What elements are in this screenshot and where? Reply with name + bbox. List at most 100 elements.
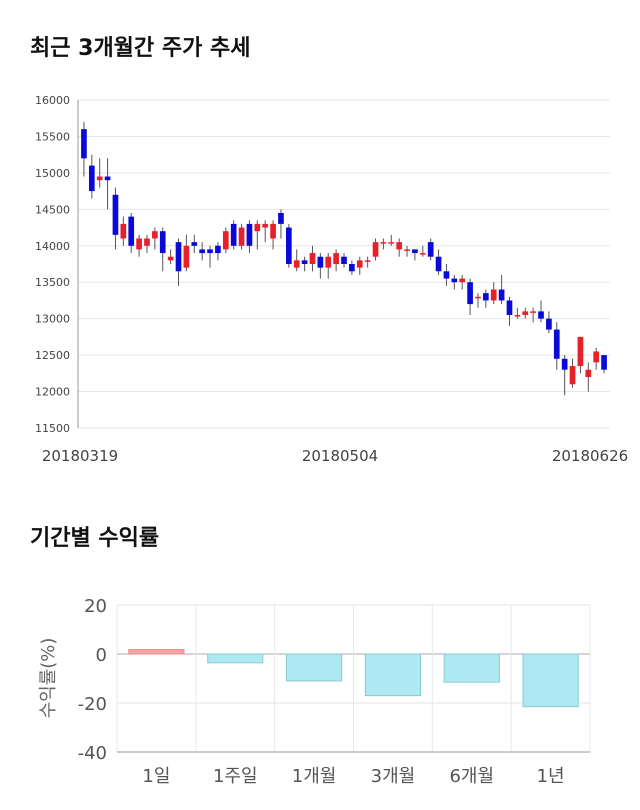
x-category-label: 6개월 xyxy=(449,766,494,787)
candle-body xyxy=(443,271,450,279)
candle-body xyxy=(372,242,379,257)
candle-body xyxy=(561,358,568,370)
candle-body xyxy=(333,253,339,264)
candle-body xyxy=(483,293,489,301)
candle-body xyxy=(498,289,505,301)
candle-body xyxy=(301,260,308,264)
candle-body xyxy=(222,231,229,250)
x-date-label: 20180504 xyxy=(302,447,378,465)
candle-body xyxy=(246,223,253,246)
y-tick-label: 11500 xyxy=(35,422,70,435)
candle-body xyxy=(207,249,213,254)
y-tick-label: 14000 xyxy=(35,240,70,253)
candle-body xyxy=(262,223,269,228)
return-bar xyxy=(443,653,500,683)
y-tick-label: -20 xyxy=(78,694,107,715)
y-axis-title: 수익률(%) xyxy=(38,638,59,719)
candle-body xyxy=(215,245,221,254)
y-tick-label: 13500 xyxy=(35,276,70,289)
candle-body xyxy=(490,289,497,301)
candle-body xyxy=(593,351,600,363)
candle-body xyxy=(553,329,560,359)
y-tick-label: 13000 xyxy=(35,313,70,326)
candle-body xyxy=(120,223,127,239)
candle-body xyxy=(309,253,316,264)
return-bar xyxy=(207,653,264,664)
candle-body xyxy=(112,194,119,235)
return-bar xyxy=(285,653,343,682)
candle-body xyxy=(569,366,576,385)
x-category-label: 1개월 xyxy=(292,766,337,787)
candle-body xyxy=(427,242,434,257)
candle-body xyxy=(144,238,150,246)
candle-body xyxy=(183,245,190,268)
x-category-label: 1일 xyxy=(142,766,170,787)
candle-body xyxy=(506,300,513,316)
candle-body xyxy=(349,264,355,272)
candle-body xyxy=(419,253,426,255)
candle-body xyxy=(522,311,529,316)
candle-body xyxy=(293,260,300,268)
candle-body xyxy=(530,311,536,313)
candle-body xyxy=(167,256,174,261)
price-candlestick-chart: 11500 12000 12500 13000 13500 14000 14500 15000… xyxy=(35,94,628,465)
candle-body xyxy=(230,223,237,246)
candle-body xyxy=(278,212,284,224)
candle-body xyxy=(546,318,552,330)
y-tick-label: -40 xyxy=(78,743,107,764)
x-category-label: 3개월 xyxy=(371,766,416,787)
candle-body xyxy=(388,242,395,244)
candle-body xyxy=(412,249,418,254)
y-tick-label: 12000 xyxy=(35,386,70,399)
candle-body xyxy=(136,238,142,250)
candle-body xyxy=(152,231,158,239)
candle-body xyxy=(577,336,584,367)
candle-body xyxy=(191,242,198,246)
return-bar xyxy=(128,649,185,655)
y-tick-label: 14500 xyxy=(35,203,70,216)
candle-body xyxy=(159,231,166,254)
candle-body xyxy=(96,176,103,181)
candle-body xyxy=(285,227,292,264)
candle-body xyxy=(81,129,87,159)
candle-body xyxy=(601,355,607,370)
candle-body xyxy=(404,249,410,251)
candle-body xyxy=(325,256,332,268)
return-bar xyxy=(522,653,579,708)
candle-body xyxy=(341,256,347,264)
candle-body xyxy=(467,282,473,305)
y-tick-label: 15500 xyxy=(35,130,70,143)
candle-body xyxy=(435,256,442,272)
candle-body xyxy=(128,216,135,246)
candle-body xyxy=(238,227,245,246)
candle-body xyxy=(254,223,261,232)
return-bar xyxy=(364,653,422,697)
x-date-label: 20180319 xyxy=(42,447,118,465)
candle-body xyxy=(364,260,371,262)
price-chart-title: 최근 3개월간 주가 추세 xyxy=(30,36,251,61)
candle-body xyxy=(199,249,205,254)
candle-body xyxy=(396,242,403,250)
x-category-label: 1년 xyxy=(537,766,565,787)
candle-body xyxy=(459,278,466,283)
y-tick-label: 0 xyxy=(96,645,107,666)
candle-body xyxy=(514,315,521,317)
y-tick-label: 16000 xyxy=(35,94,70,107)
candle-body xyxy=(270,223,276,239)
candle-body xyxy=(585,369,592,377)
returns-chart-title: 기간별 수익률 xyxy=(30,526,160,551)
candle-body xyxy=(451,278,458,283)
candle-body xyxy=(380,242,387,244)
y-tick-label: 20 xyxy=(84,596,107,617)
x-date-label: 20180626 xyxy=(552,447,628,465)
candle-body xyxy=(88,165,95,192)
candle-body xyxy=(175,242,182,272)
candle-body xyxy=(104,176,111,181)
candle-body xyxy=(475,296,481,299)
y-tick-label: 12500 xyxy=(35,349,70,362)
candle-body xyxy=(356,260,363,268)
y-tick-label: 15000 xyxy=(35,167,70,180)
candle-body xyxy=(317,256,324,268)
x-category-label: 1주일 xyxy=(213,766,258,787)
candle-body xyxy=(538,311,544,319)
